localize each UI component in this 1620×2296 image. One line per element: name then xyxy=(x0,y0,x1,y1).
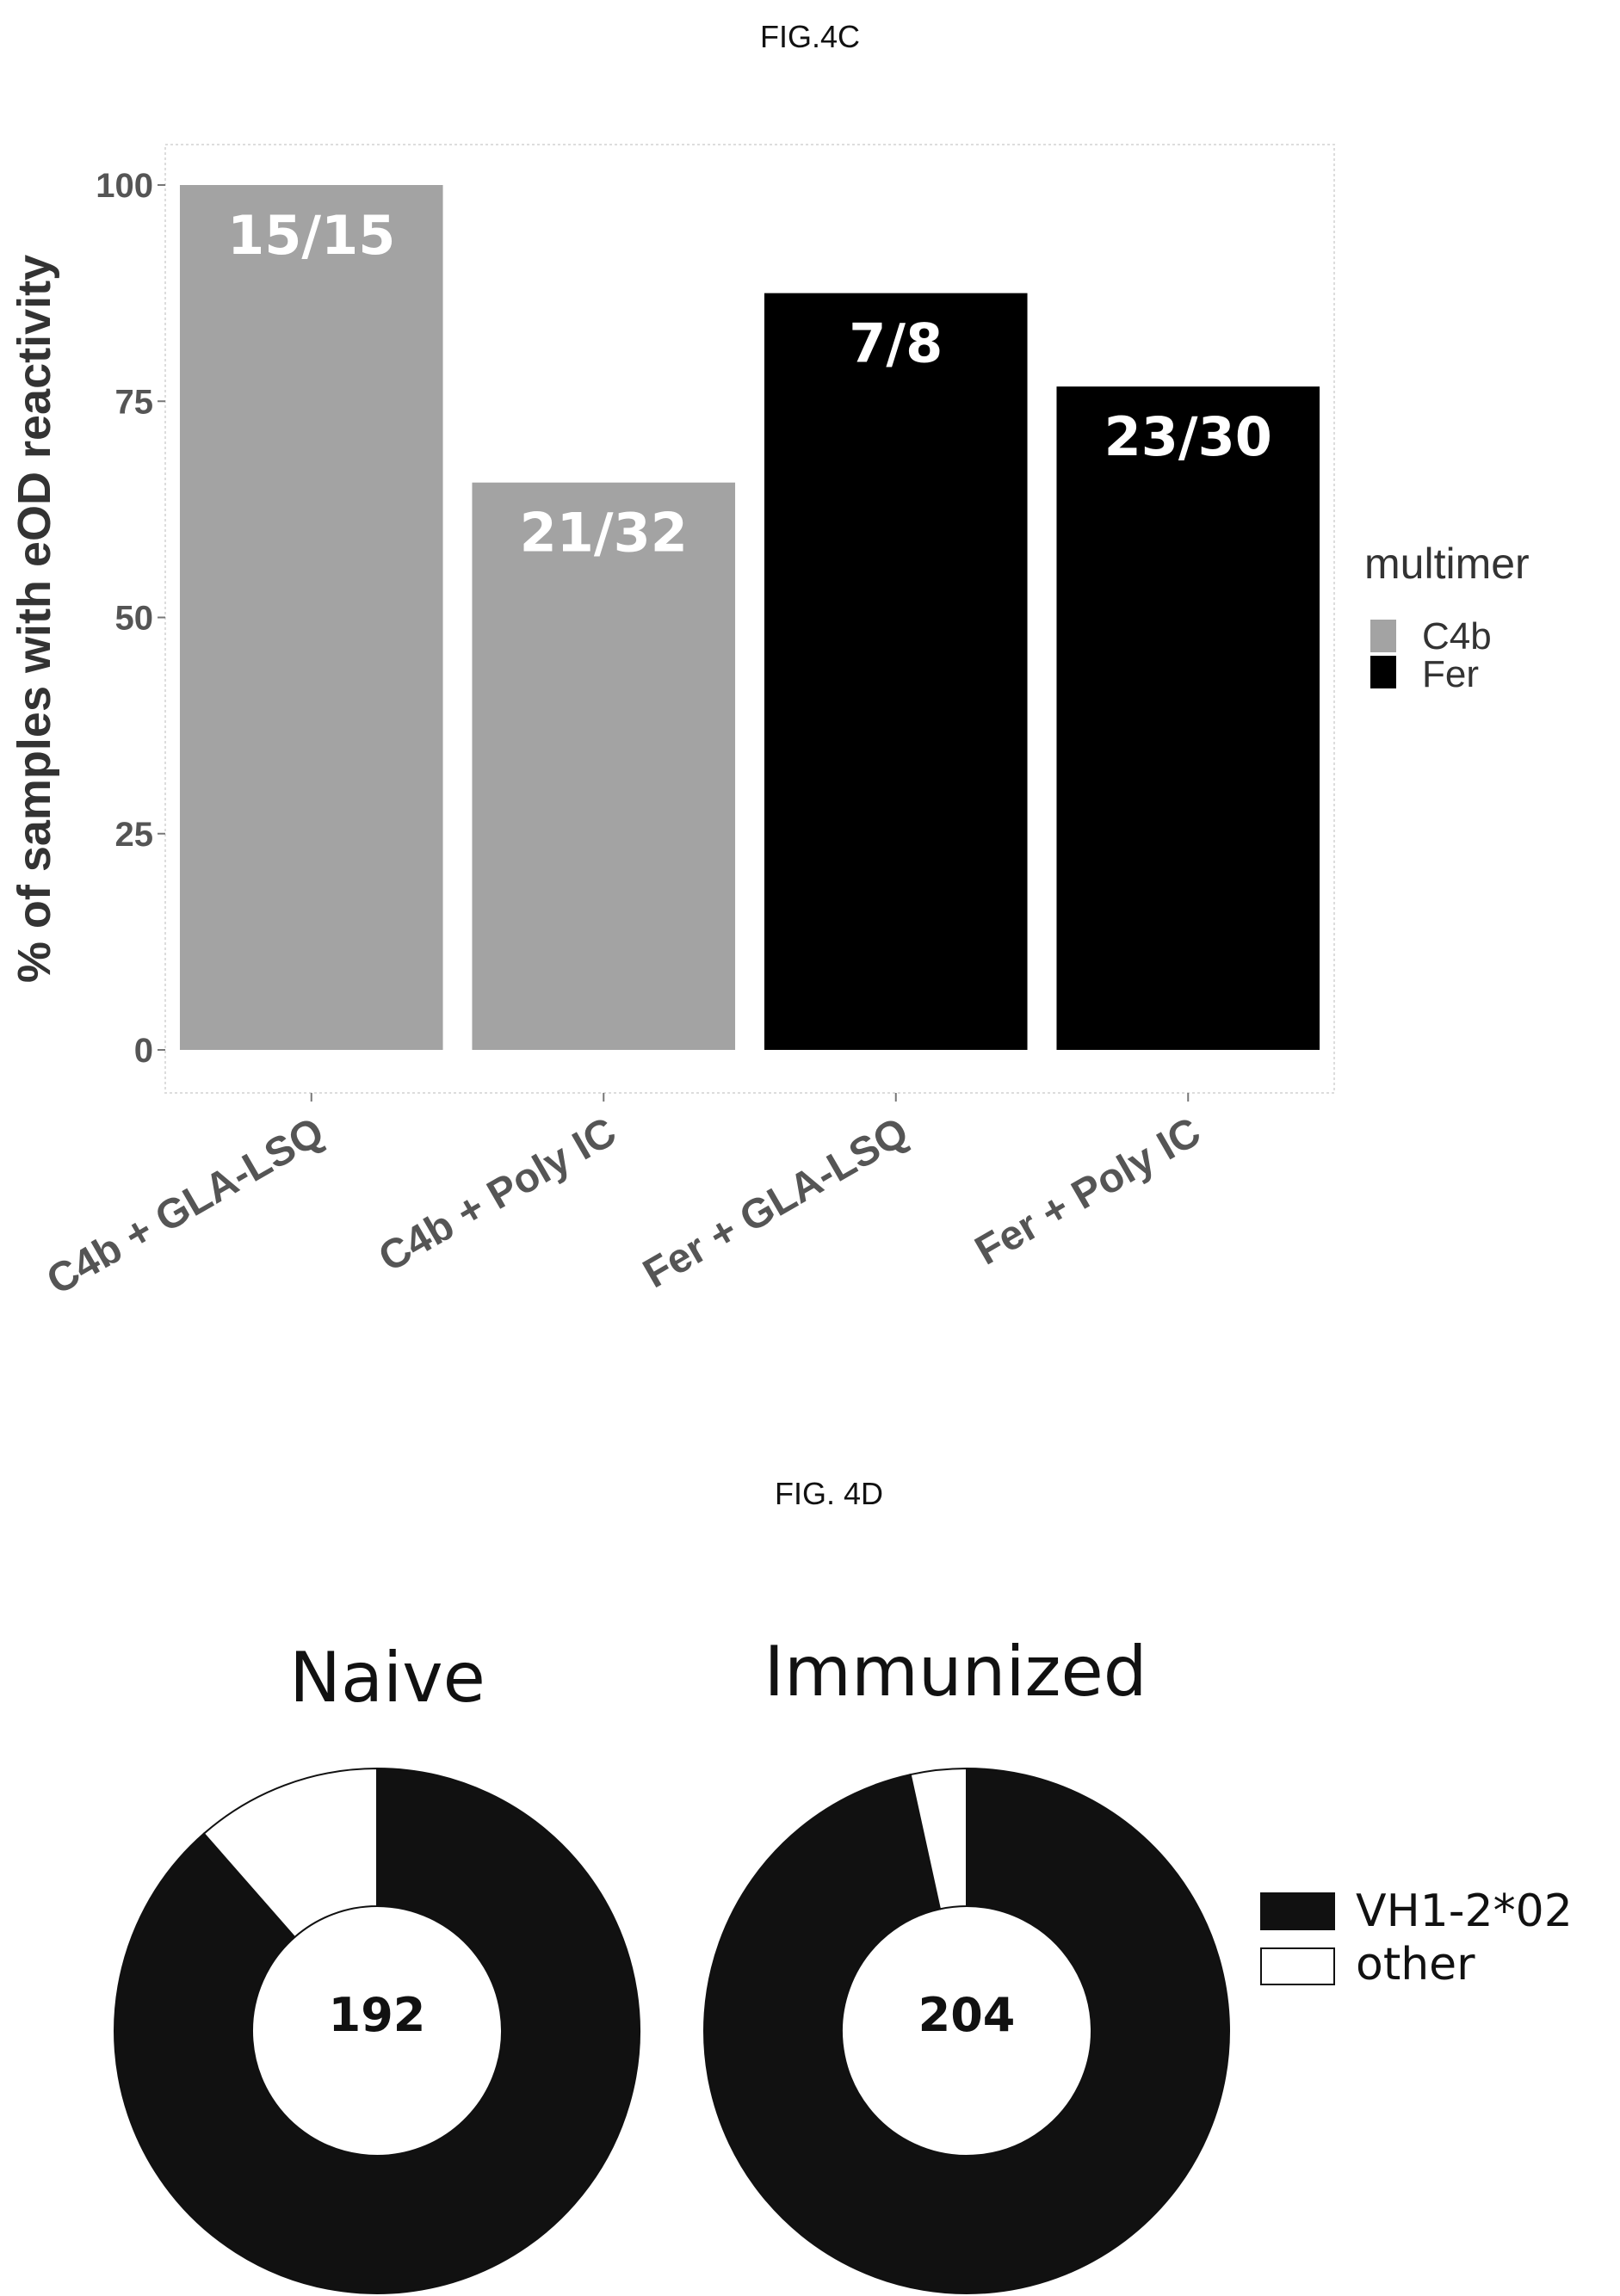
donut-chart-caption: FIG. 4D xyxy=(775,1476,883,1511)
bar-value-label: 21/32 xyxy=(520,502,688,565)
donut-immunized: Immunized 204 xyxy=(703,1632,1230,2294)
y-tick-label: 0 xyxy=(134,1032,153,1070)
y-tick-label: 25 xyxy=(115,816,154,854)
legend-label-vh1: VH1-2*02 xyxy=(1356,1886,1573,1937)
legend-title: multimer xyxy=(1364,540,1530,588)
legend-swatch-fer xyxy=(1370,656,1396,688)
bar-fer-poly-ic xyxy=(1056,386,1320,1050)
donut-total-immunized: 204 xyxy=(918,1988,1016,2042)
y-axis: 0 25 50 75 100 xyxy=(96,167,165,1070)
donut-segments-naive xyxy=(114,1767,640,2294)
donut-title-immunized: Immunized xyxy=(764,1632,1147,1712)
legend-swatch-other xyxy=(1260,1947,1335,1985)
bar-value-label: 15/15 xyxy=(227,204,395,267)
x-tick-label: C4b + Poly IC xyxy=(371,1109,623,1281)
bar-c4b-poly-ic xyxy=(472,482,736,1050)
y-axis-title: % of samples with eOD reactivity xyxy=(9,255,60,983)
x-axis: C4b + GLA-LSQ C4b + Poly IC Fer + GLA-LSQ F… xyxy=(40,1093,1209,1304)
donut-title-naive: Naive xyxy=(289,1638,485,1718)
bar-c4b-gla-lsq xyxy=(179,185,443,1050)
bar-value-label: 7/8 xyxy=(849,312,943,375)
bar-chart-caption: FIG.4C xyxy=(760,19,860,54)
donut-total-naive: 192 xyxy=(329,1988,426,2042)
x-tick-label: Fer + Poly IC xyxy=(968,1109,1208,1275)
y-tick-label: 100 xyxy=(96,167,153,205)
legend-label-c4b: C4b xyxy=(1422,615,1492,657)
donut-segment-vh1-2-02 xyxy=(703,1767,1230,2294)
donut-naive: Naive 192 xyxy=(114,1638,640,2294)
bar-legend: multimer C4b Fer xyxy=(1364,540,1530,695)
bar-value-label: 23/30 xyxy=(1104,405,1272,468)
donut-segment-other xyxy=(202,1767,378,1939)
x-tick-label: Fer + GLA-LSQ xyxy=(636,1109,917,1298)
bars: 15/15 21/32 7/8 23/30 xyxy=(179,185,1320,1050)
bar-chart: FIG.4C 0 25 50 75 100 15/15 21/32 7/8 23/30 C4b… xyxy=(9,19,1530,1304)
donut-segment-vh1-2-02 xyxy=(114,1767,640,2294)
donut-segments-immunized xyxy=(703,1767,1230,2294)
legend-label-other: other xyxy=(1356,1939,1475,1990)
donut-segment-other xyxy=(909,1767,968,1910)
bar-fer-gla-lsq xyxy=(764,293,1028,1050)
donut-legend: VH1-2*02 other xyxy=(1260,1886,1573,1990)
legend-label-fer: Fer xyxy=(1422,653,1479,695)
plot-panel xyxy=(164,144,1335,1094)
y-tick-label: 75 xyxy=(115,383,154,421)
legend-swatch-c4b xyxy=(1370,620,1396,652)
donut-chart: FIG. 4D Naive 192 Immunized 204 VH1-2*02… xyxy=(114,1476,1573,2294)
y-tick-label: 50 xyxy=(115,600,154,638)
legend-swatch-vh1 xyxy=(1260,1892,1335,1930)
x-tick-label: C4b + GLA-LSQ xyxy=(40,1109,331,1305)
